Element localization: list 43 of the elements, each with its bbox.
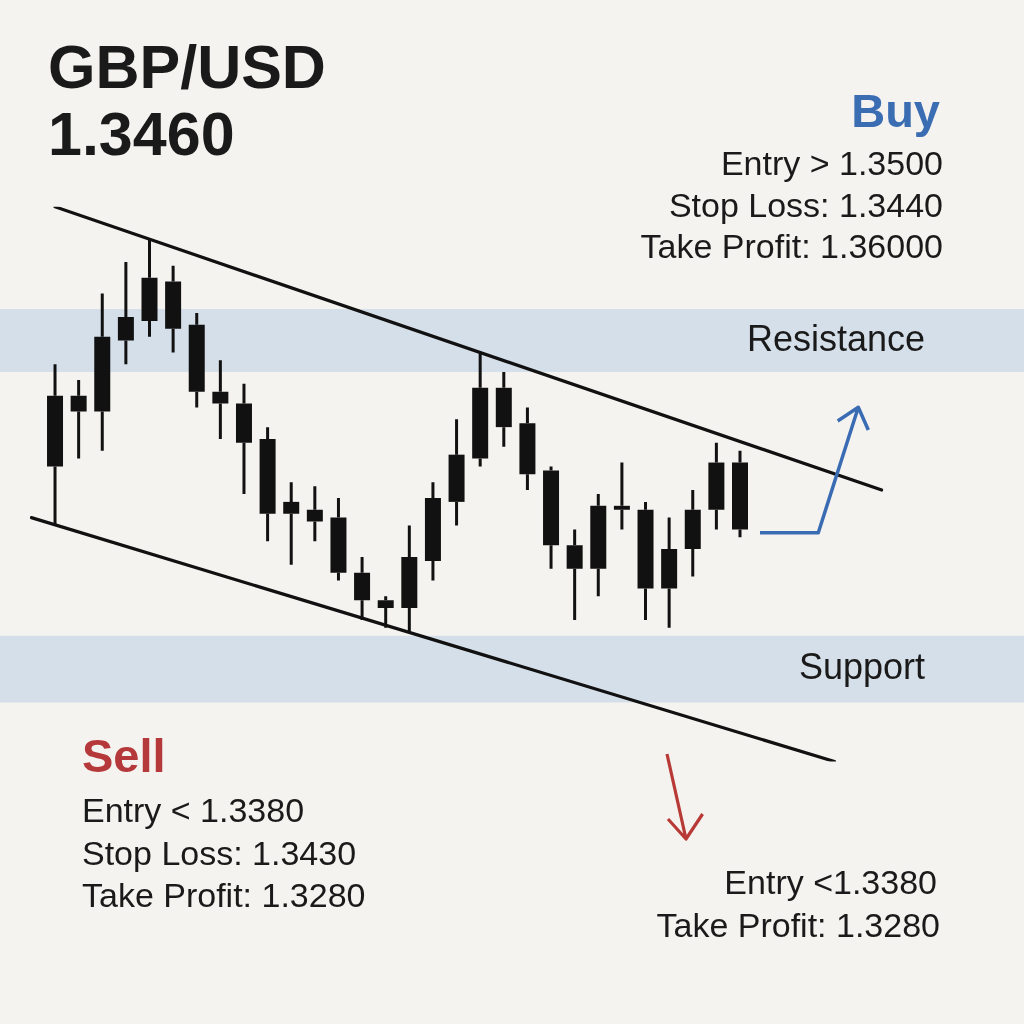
- candlestick: [306, 486, 323, 542]
- band-label: Resistance: [746, 317, 925, 359]
- candlestick: [70, 379, 87, 459]
- candlestick: [495, 372, 512, 447]
- candlestick: [235, 383, 252, 495]
- text: Entry < 1.3380: [82, 791, 305, 829]
- candlestick: [613, 462, 630, 530]
- candlestick: [732, 450, 748, 538]
- candlestick: [637, 501, 654, 620]
- candlestick: [661, 517, 678, 628]
- candlestick: [377, 596, 394, 628]
- candlestick: [188, 313, 205, 408]
- candlestick: [94, 293, 111, 451]
- candlestick: [708, 442, 725, 530]
- candlestick: [519, 407, 536, 491]
- candlestick: [283, 482, 300, 565]
- text: Entry <1.3380: [724, 863, 937, 901]
- text: Buy: [851, 84, 940, 137]
- candlestick: [354, 556, 371, 620]
- text: Stop Loss: 1.3430: [82, 834, 357, 872]
- candlestick: [141, 238, 158, 337]
- text: Sell: [82, 729, 166, 782]
- candlestick: [117, 261, 134, 365]
- candlestick: [165, 265, 182, 353]
- candlestick: [566, 529, 583, 620]
- candlestick: [259, 427, 276, 542]
- text: Entry > 1.3500: [720, 144, 943, 182]
- candlestick: [684, 490, 701, 577]
- candlestick: [424, 482, 441, 581]
- text: Take Profit: 1.3280: [82, 876, 366, 914]
- chart-subtitle: 1.3460: [48, 100, 235, 168]
- chart-title: GBP/USD: [48, 33, 326, 101]
- text: Stop Loss: 1.3440: [668, 186, 943, 224]
- annotation: Take Profit: 1.36000: [640, 227, 943, 265]
- candlestick: [590, 494, 607, 597]
- candlestick: [330, 497, 347, 581]
- candlestick: [401, 525, 418, 632]
- text: Take Profit: 1.3280: [656, 906, 940, 944]
- band-label: Support: [798, 645, 925, 687]
- candlestick: [448, 419, 465, 526]
- candlestick: [212, 360, 229, 439]
- candlestick: [472, 352, 489, 467]
- candlestick: [543, 466, 560, 569]
